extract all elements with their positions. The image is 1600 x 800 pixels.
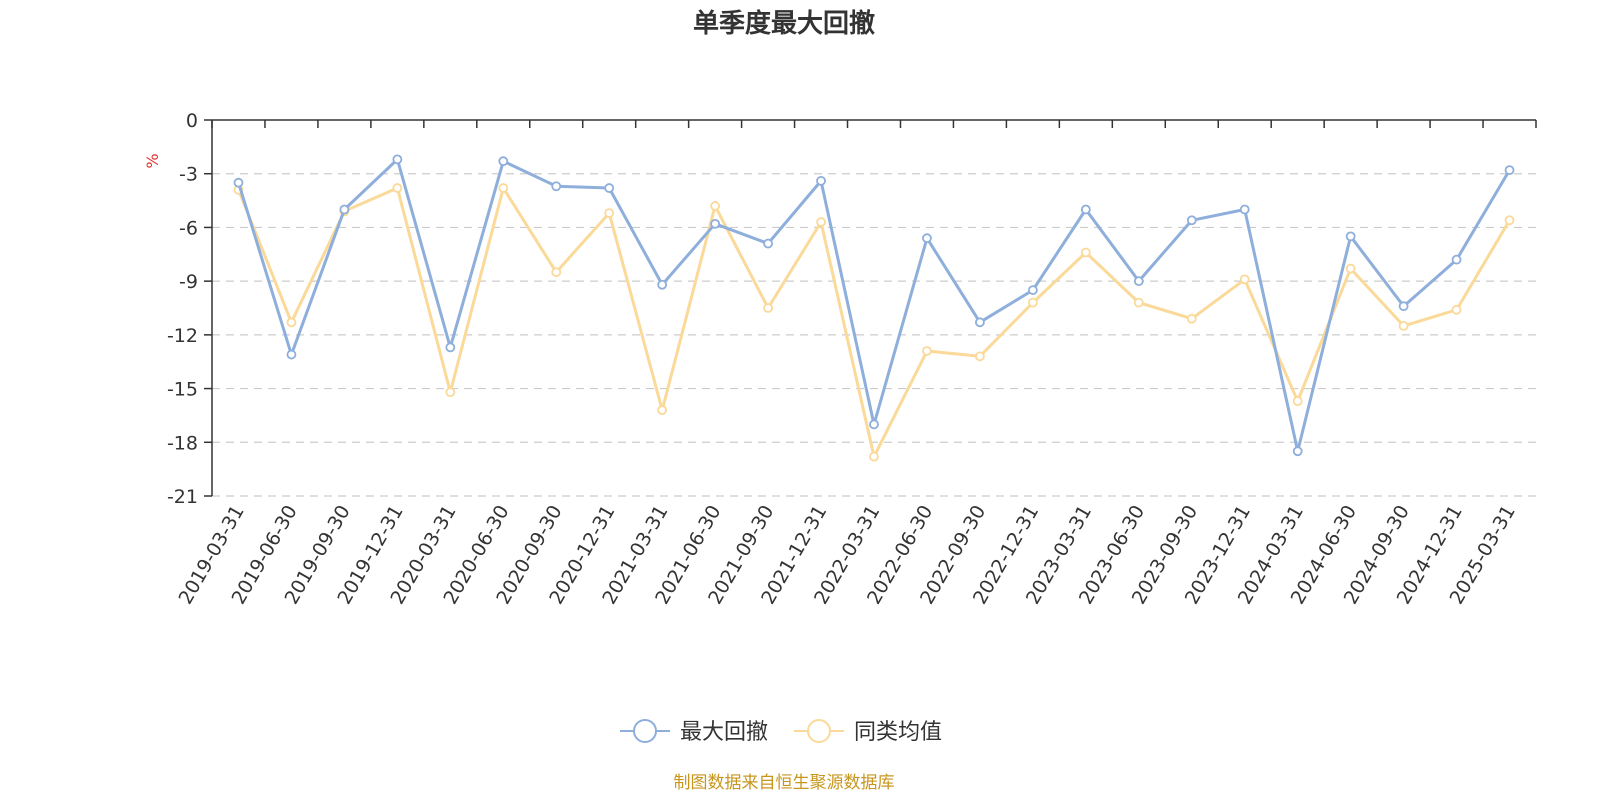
- data-point: [1345, 231, 1356, 242]
- y-tick-label: -9: [179, 271, 198, 293]
- y-tick-label: 0: [186, 110, 198, 132]
- data-point: [1186, 313, 1197, 324]
- data-point: [498, 183, 509, 193]
- data-point: [604, 208, 615, 219]
- data-point: [551, 267, 562, 278]
- data-point: [975, 351, 985, 362]
- data-point: [392, 183, 403, 193]
- data-point: [1398, 301, 1409, 312]
- y-tick-label: -6: [179, 217, 198, 239]
- grid-lines: [212, 173, 1536, 497]
- data-point: [445, 387, 456, 398]
- data-point: [1292, 396, 1303, 407]
- legend-label: 同类均值: [854, 720, 942, 745]
- chart-title: 单季度最大回撤: [693, 8, 875, 39]
- data-point: [1451, 254, 1462, 265]
- legend-label: 最大回撤: [680, 720, 768, 745]
- series-peer-average: [233, 183, 1515, 462]
- y-tick-label: -15: [167, 379, 198, 401]
- legend[interactable]: 最大回撤 同类均值: [620, 719, 942, 745]
- legend-item-max-drawdown[interactable]: 最大回撤: [620, 719, 768, 745]
- y-tick-label: -18: [167, 432, 198, 454]
- data-point: [1239, 274, 1250, 285]
- data-point: [763, 303, 773, 313]
- data-point: [498, 156, 509, 167]
- legend-marker: [807, 719, 831, 743]
- legend-marker: [633, 719, 657, 743]
- data-point: [1345, 263, 1356, 274]
- data-point: [657, 405, 668, 415]
- legend-item-peer-average[interactable]: 同类均值: [794, 719, 942, 745]
- data-point: [975, 317, 985, 328]
- data-point: [869, 451, 879, 462]
- data-point: [1133, 297, 1144, 308]
- data-point: [922, 233, 932, 244]
- data-point: [763, 238, 773, 249]
- y-tick-label: -12: [167, 325, 198, 347]
- data-point: [710, 218, 721, 229]
- data-point: [392, 154, 403, 165]
- data-point: [1027, 285, 1038, 295]
- series-line: [237, 186, 1511, 459]
- data-point: [604, 183, 615, 193]
- data-point: [1080, 204, 1091, 215]
- data-point: [1398, 321, 1409, 331]
- data-point: [1504, 165, 1515, 176]
- data-point: [657, 279, 668, 290]
- y-tick-label: -21: [167, 486, 198, 508]
- data-point: [710, 201, 721, 211]
- data-point: [551, 181, 562, 192]
- data-point: [286, 349, 297, 360]
- series-layer: [233, 154, 1515, 462]
- data-point: [869, 419, 879, 430]
- data-point: [922, 346, 932, 356]
- data-point: [286, 317, 297, 328]
- data-point: [1080, 247, 1091, 258]
- data-point: [233, 177, 244, 188]
- series-max-drawdown: [233, 154, 1515, 457]
- data-point: [1186, 215, 1197, 226]
- y-tick-label: -3: [179, 164, 198, 186]
- data-point: [816, 217, 826, 227]
- data-point: [1451, 304, 1462, 315]
- data-point: [1292, 446, 1303, 457]
- data-point: [1027, 297, 1038, 308]
- data-point: [339, 204, 350, 215]
- data-point: [445, 342, 456, 353]
- y-axis-unit: %: [143, 153, 162, 168]
- data-point: [1504, 215, 1515, 226]
- data-point: [1133, 276, 1144, 287]
- source-note: 制图数据来自恒生聚源数据库: [674, 773, 895, 793]
- data-point: [816, 175, 826, 186]
- data-point: [1239, 204, 1250, 215]
